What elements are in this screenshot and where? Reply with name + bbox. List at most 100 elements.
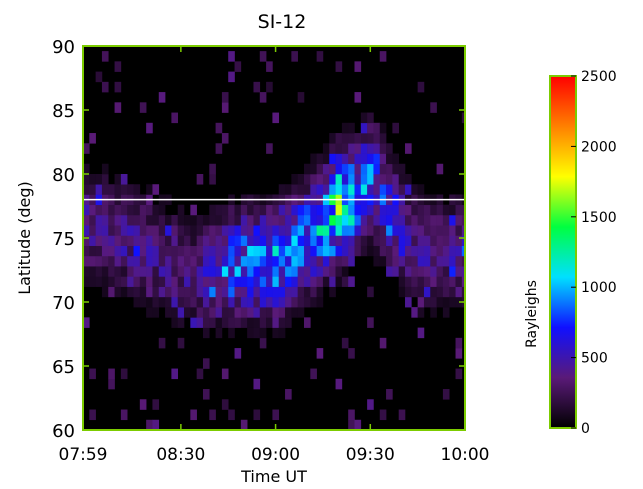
heatmap-cell [120, 214, 128, 226]
heatmap-cell [114, 286, 122, 298]
heatmap-cell [316, 51, 324, 62]
heatmap-cell [247, 317, 254, 328]
heatmap-cell [411, 266, 418, 277]
heatmap-cell [398, 245, 406, 257]
heatmap-cell [291, 184, 298, 195]
heatmap-cell [386, 184, 393, 195]
heatmap-cell [101, 51, 109, 62]
y-tick-label: 75 [52, 229, 75, 250]
heatmap-cell [190, 266, 197, 277]
heatmap-cell [329, 276, 336, 287]
heatmap-cell [386, 174, 393, 185]
heatmap-cell [228, 71, 235, 83]
heatmap-cell [89, 368, 96, 380]
heatmap-cell [436, 204, 444, 216]
heatmap-cell [405, 225, 412, 236]
heatmap-cell [392, 184, 399, 195]
heatmap-cell [278, 296, 286, 308]
heatmap-cell [278, 317, 286, 328]
heatmap-cell [240, 204, 248, 216]
heatmap-cell [127, 255, 134, 267]
heatmap-cell [322, 245, 330, 257]
heatmap-cell [455, 337, 463, 349]
heatmap-cell [373, 255, 381, 267]
heatmap-cell [234, 266, 242, 277]
heatmap-cell [310, 235, 317, 246]
heatmap-cell [278, 204, 286, 216]
heatmap-cell [120, 409, 128, 421]
heatmap-cell [285, 184, 292, 195]
heatmap-cell [146, 307, 153, 318]
heatmap-cell [310, 245, 317, 257]
heatmap-cell [386, 235, 393, 246]
heatmap-cell [190, 235, 197, 246]
heatmap-cell [367, 317, 374, 328]
heatmap-cell [436, 296, 444, 308]
heatmap-cell [354, 92, 362, 103]
heatmap-cell [285, 296, 292, 308]
heatmap-cell [291, 214, 298, 226]
heatmap-cell [398, 225, 406, 236]
heatmap-cell [165, 266, 172, 277]
heatmap-cell [360, 204, 368, 216]
heatmap-cell [278, 235, 286, 246]
heatmap-cell [139, 286, 147, 298]
heatmap-cell [228, 255, 235, 267]
heatmap-cell [221, 255, 229, 267]
heatmap-cell [436, 245, 444, 257]
heatmap-cell [221, 399, 229, 410]
heatmap-cell [297, 174, 305, 185]
heatmap-cell [184, 214, 191, 226]
heatmap-cell [379, 337, 387, 349]
heatmap-cell [430, 307, 437, 318]
heatmap-cell [373, 133, 381, 144]
heatmap-cell [89, 409, 96, 421]
heatmap-cell [278, 245, 286, 257]
heatmap-cell [152, 266, 160, 277]
heatmap-cell [259, 51, 267, 62]
heatmap-cell [158, 296, 166, 308]
heatmap-cell [95, 184, 103, 195]
heatmap-cell [461, 276, 465, 287]
heatmap-cell [335, 143, 343, 154]
heatmap-cell [158, 92, 166, 103]
heatmap-cell [386, 255, 393, 267]
heatmap-cell [196, 214, 204, 226]
heatmap-cell [202, 286, 210, 298]
heatmap-cell [392, 266, 399, 277]
heatmap-cell [335, 174, 343, 185]
heatmap-cell [335, 133, 343, 144]
heatmap-cell [455, 286, 463, 298]
heatmap-cell [253, 276, 261, 287]
heatmap-cell [259, 92, 267, 103]
heatmap-cell [228, 204, 235, 216]
colorbar-tick-label: 2500 [581, 69, 617, 85]
heatmap-cell [348, 204, 355, 216]
heatmap-cell [114, 102, 122, 113]
heatmap-cell [367, 225, 374, 236]
heatmap-cell [436, 276, 444, 287]
heatmap-cell [449, 276, 456, 287]
heatmap-cell [272, 317, 280, 328]
heatmap-cell [367, 153, 374, 165]
heatmap-cell [411, 235, 418, 246]
heatmap-cell [146, 296, 153, 308]
heatmap-cell [221, 214, 229, 226]
heatmap-cell [266, 143, 273, 154]
heatmap-cell [303, 184, 311, 195]
heatmap-cell [202, 225, 210, 236]
heatmap-cell [253, 214, 261, 226]
x-axis: 07:59 08:30 09:00 09:30 10:00 [59, 46, 490, 465]
heatmap-cell [127, 266, 134, 277]
heatmap-cell [146, 204, 153, 216]
heatmap-cell [354, 143, 362, 154]
heatmap-cell [247, 255, 254, 267]
heatmap-cell [177, 255, 185, 267]
heatmap-cell [152, 214, 160, 226]
heatmap-cell [348, 153, 355, 165]
heatmap-cell [177, 286, 185, 298]
heatmap-cell [177, 204, 185, 216]
y-tick-label: 85 [52, 101, 75, 122]
heatmap-cell [108, 378, 115, 390]
heatmap-cell [341, 235, 349, 246]
